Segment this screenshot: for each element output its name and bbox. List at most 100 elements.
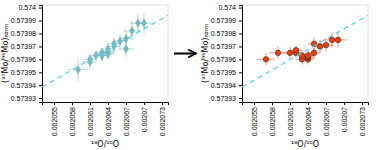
y-tick-label: 0.57397 xyxy=(11,43,36,50)
x-tick: 0.002067 xyxy=(323,102,330,136)
y-tick-label: 0.57399 xyxy=(11,17,36,24)
y-tick-label: 0.57394 xyxy=(11,82,36,89)
x-tick: 0.002073 xyxy=(159,102,166,136)
panel: 0.002055 0.002058 0.002061 0.002064 0.002067… xyxy=(201,4,369,149)
y-tick-label: 0.57395 xyxy=(211,69,236,76)
y-tick-label: 0.57396 xyxy=(11,56,36,63)
point xyxy=(123,45,128,54)
series xyxy=(257,32,347,66)
y-tick-mark xyxy=(239,46,242,47)
x-tick: 0.002061 xyxy=(87,102,94,136)
x-tick-mark xyxy=(90,102,91,105)
y-tick-mark xyxy=(239,8,242,9)
y-tick-mark xyxy=(39,72,42,73)
y-tick-mark xyxy=(239,72,242,73)
x-tick-mark xyxy=(72,102,73,105)
point xyxy=(135,19,140,28)
y-tick: 0.57398 xyxy=(211,30,242,37)
point xyxy=(263,57,269,63)
y-tick: 0.57399 xyxy=(11,17,42,24)
point xyxy=(305,53,311,59)
fit-line xyxy=(42,15,168,87)
point xyxy=(99,48,104,57)
y-tick-mark xyxy=(39,98,42,99)
y-tick-label: 0.57393 xyxy=(211,95,236,102)
point xyxy=(99,48,104,57)
y-axis: 0.57393 0.57394 0.57395 0.57396 0.57397 0.573… xyxy=(11,4,43,102)
y-axis-line xyxy=(39,6,43,103)
y-tick-label: 0.57398 xyxy=(211,30,236,37)
y-tick-mark xyxy=(39,46,42,47)
x-tick-label: 0.002061 xyxy=(87,107,94,136)
y-tick-mark xyxy=(239,59,242,60)
y-tick-label: 0.57399 xyxy=(211,17,236,24)
x-tick-mark xyxy=(162,102,163,105)
frame xyxy=(42,5,168,102)
x-tick-mark xyxy=(126,102,127,105)
y-tick-mark xyxy=(239,21,242,22)
x-tick: 0.00207 xyxy=(141,102,148,132)
y-tick-mark xyxy=(239,98,242,99)
y-tick: 0.57395 xyxy=(211,69,242,76)
point xyxy=(311,50,317,56)
x-tick: 0.002067 xyxy=(123,102,130,136)
y-tick-mark xyxy=(239,33,242,34)
y-tick: 0.57397 xyxy=(11,43,42,50)
y-tick: 0.57399 xyxy=(211,17,242,24)
y-tick: 0.57396 xyxy=(211,56,242,63)
point xyxy=(317,44,323,50)
x-axis-title: ¹⁸O/¹⁶O xyxy=(91,140,119,149)
point xyxy=(129,27,134,36)
point xyxy=(287,50,293,56)
x-tick: 0.002064 xyxy=(305,102,312,136)
x-tick-label: 0.002058 xyxy=(269,107,276,136)
y-tick: 0.57395 xyxy=(11,69,42,76)
point xyxy=(141,19,146,28)
x-tick-mark xyxy=(272,102,273,105)
y-tick-label: 0.57394 xyxy=(211,82,236,89)
x-tick-label: 0.00207 xyxy=(341,107,348,132)
x-axis: 0.002055 0.002058 0.002061 0.002064 0.002067… xyxy=(243,102,369,136)
point xyxy=(323,42,329,48)
y-tick-label: 0.57397 xyxy=(211,43,236,50)
y-tick: 0.57398 xyxy=(11,30,42,37)
x-tick-label: 0.002064 xyxy=(305,107,312,136)
y-axis-title: (⁹⁷Mo/⁹⁵Mo)ₙₒᵣₘ xyxy=(1,24,10,83)
y-tick-label: 0.57393 xyxy=(11,95,36,102)
x-tick-mark xyxy=(54,102,55,105)
point xyxy=(293,47,299,53)
x-tick: 0.002073 xyxy=(359,102,366,136)
y-tick: 0.57397 xyxy=(211,43,242,50)
x-tick-mark xyxy=(108,102,109,105)
x-tick: 0.002061 xyxy=(287,102,294,136)
plot-area xyxy=(242,15,368,87)
x-tick-label: 0.002073 xyxy=(359,107,366,136)
point xyxy=(123,34,128,43)
x-tick: 0.002055 xyxy=(51,102,58,136)
x-tick-mark xyxy=(326,102,327,105)
panel: 0.0020550.0020580.0020610.0020640.002067… xyxy=(1,4,169,149)
x-tick: 0.00207 xyxy=(341,102,348,132)
y-tick-mark xyxy=(39,21,42,22)
y-tick-label: 0.57398 xyxy=(11,30,36,37)
y-tick-label: 0.57395 xyxy=(11,69,36,76)
y-tick-label: 0.57396 xyxy=(211,56,236,63)
x-tick: 0.002058 xyxy=(269,102,276,136)
y-tick: 0.57394 xyxy=(11,82,42,89)
y-axis-line xyxy=(239,6,243,103)
x-tick-label: 0.002067 xyxy=(123,107,130,136)
fit-line xyxy=(242,15,368,87)
point xyxy=(111,39,116,48)
x-tick-label: 0.00207 xyxy=(141,107,148,132)
y-tick: 0.574 xyxy=(18,4,42,11)
x-tick-label: 0.002067 xyxy=(323,107,330,136)
y-tick: 0.574 xyxy=(218,4,242,11)
y-tick-label: 0.574 xyxy=(18,4,36,11)
x-axis-line xyxy=(243,103,369,106)
plot-area xyxy=(42,13,168,87)
x-tick-label: 0.002058 xyxy=(69,107,76,136)
x-axis: 0.0020550.0020580.0020610.0020640.002067… xyxy=(43,102,169,136)
x-axis-title: ¹⁸O/¹⁶O xyxy=(291,140,319,149)
point xyxy=(275,50,281,56)
x-tick-label: 0.002055 xyxy=(251,107,258,136)
